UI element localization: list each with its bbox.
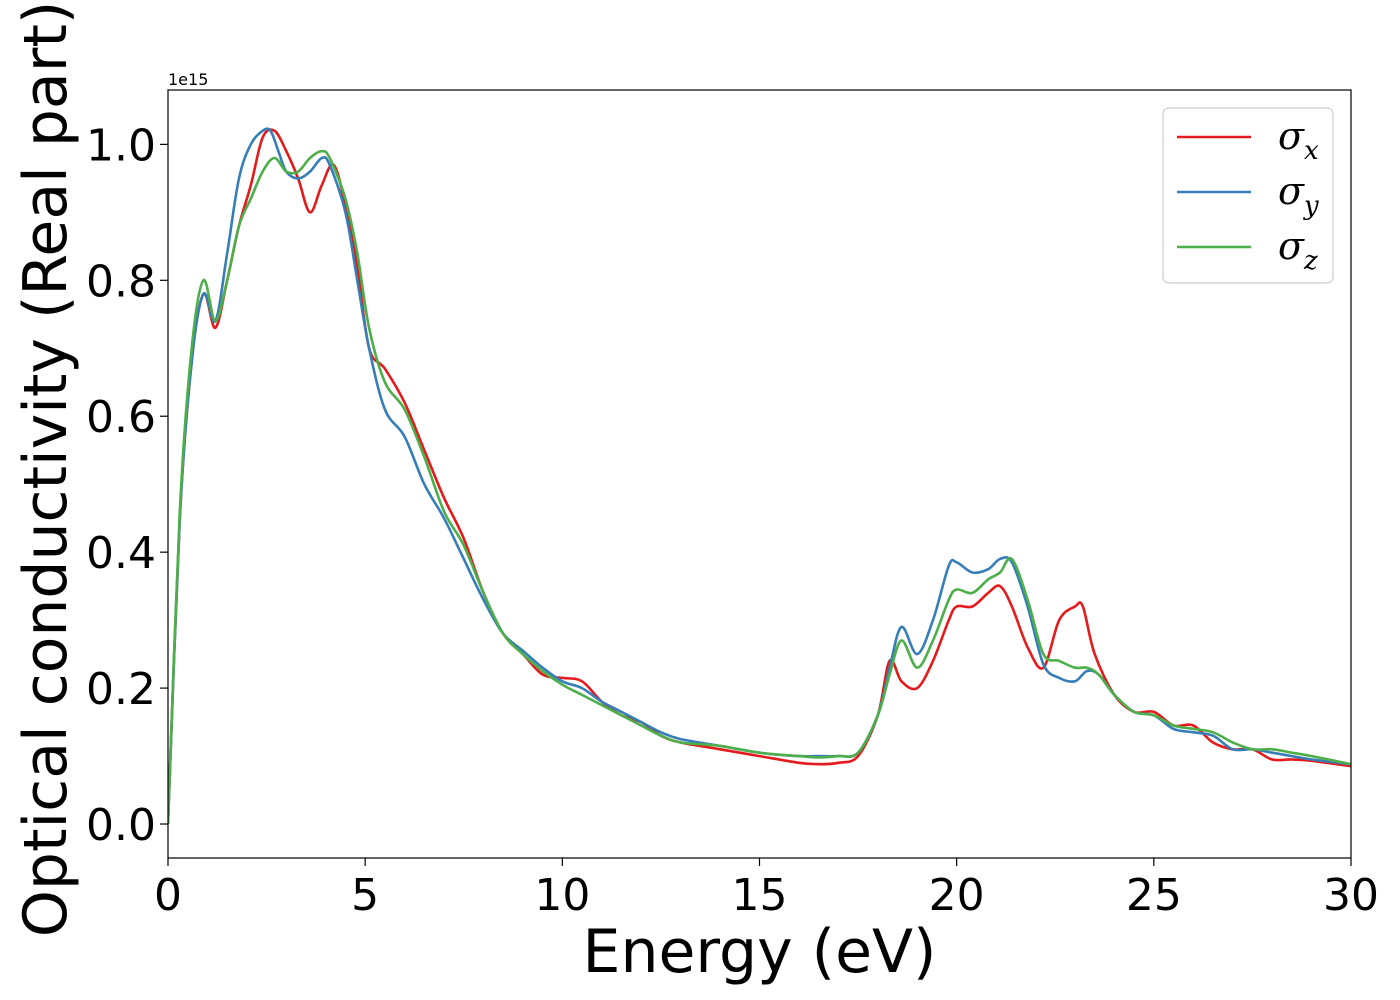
legend-subscript: z [1303, 246, 1318, 276]
x-tick-label: 25 [1126, 870, 1182, 921]
legend-subscript: y [1303, 191, 1319, 221]
x-tick-label: 5 [351, 870, 379, 921]
legend-symbol: σ [1278, 114, 1305, 158]
x-tick-label: 20 [929, 870, 985, 921]
y-tick-label: 0.6 [86, 392, 156, 443]
legend-symbol: σ [1278, 224, 1305, 268]
x-axis-title: Energy (eV) [583, 917, 937, 987]
x-tick-label: 0 [154, 870, 182, 921]
x-tick-label: 30 [1323, 870, 1379, 921]
x-tick-label: 10 [534, 870, 590, 921]
legend-label-x: σx [1278, 114, 1319, 166]
legend-label-z: σz [1278, 224, 1318, 276]
y-tick-label: 0.8 [86, 256, 156, 307]
y-offset-label: 1e15 [168, 70, 208, 89]
y-tick-label: 1.0 [86, 120, 156, 171]
x-tick-label: 15 [732, 870, 788, 921]
ticks-layer: 0 5 10 15 20 25 30 0.0 0.2 0.4 0.6 0.8 1.0 [86, 120, 1379, 921]
y-axis-title: Optical conductivity (Real part) [11, 1, 81, 938]
y-tick-label: 0.4 [86, 528, 156, 579]
series-layer [168, 127, 1351, 825]
legend-box [1162, 107, 1334, 284]
legend-symbol: σ [1278, 169, 1305, 213]
legend-label-y: σy [1278, 169, 1319, 221]
y-tick-label: 0.2 [86, 664, 156, 715]
y-tick-label: 0.0 [86, 800, 156, 851]
legend-subscript: x [1304, 136, 1319, 166]
series-line-z [168, 149, 1351, 825]
